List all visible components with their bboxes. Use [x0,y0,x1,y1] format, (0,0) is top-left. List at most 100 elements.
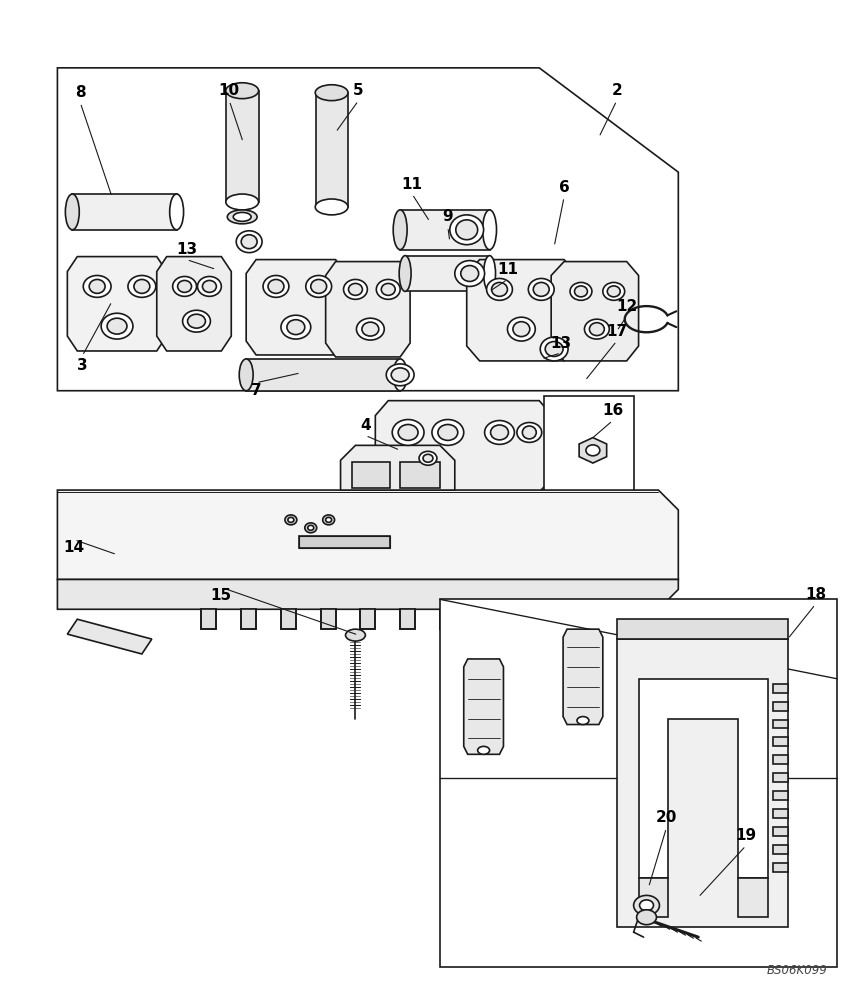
Ellipse shape [241,235,257,249]
Polygon shape [773,684,788,693]
Ellipse shape [83,275,111,297]
Ellipse shape [239,359,253,391]
Ellipse shape [391,368,409,382]
Polygon shape [281,609,296,629]
Text: BS06K099: BS06K099 [767,964,828,977]
Ellipse shape [198,276,221,296]
Polygon shape [376,401,552,492]
Polygon shape [400,462,440,488]
Ellipse shape [639,900,654,911]
Ellipse shape [237,231,262,253]
Polygon shape [563,629,603,725]
Ellipse shape [393,420,424,445]
Ellipse shape [528,278,554,300]
Text: 13: 13 [550,336,572,351]
Ellipse shape [304,523,316,533]
Text: 17: 17 [606,324,628,339]
Polygon shape [616,619,788,639]
Polygon shape [202,609,216,629]
Polygon shape [246,260,345,355]
Polygon shape [639,609,654,629]
Ellipse shape [577,717,589,725]
Polygon shape [480,609,494,629]
Polygon shape [773,720,788,728]
Ellipse shape [438,424,458,440]
Text: 4: 4 [360,418,371,433]
Ellipse shape [513,322,530,337]
Ellipse shape [393,359,407,391]
Text: 12: 12 [616,299,638,314]
Ellipse shape [356,318,384,340]
Polygon shape [440,609,455,629]
Polygon shape [773,791,788,800]
Ellipse shape [107,318,127,334]
Polygon shape [464,659,504,754]
Text: 13: 13 [176,242,197,257]
Ellipse shape [315,85,348,101]
Ellipse shape [310,279,326,293]
Ellipse shape [483,256,495,291]
Polygon shape [738,878,767,917]
Ellipse shape [226,194,259,210]
Text: 11: 11 [497,262,518,277]
Ellipse shape [182,310,210,332]
Ellipse shape [177,280,192,292]
Polygon shape [773,863,788,872]
Polygon shape [466,260,577,361]
Text: 10: 10 [219,83,240,98]
Ellipse shape [460,266,478,281]
Ellipse shape [545,342,563,356]
Ellipse shape [432,420,464,445]
Ellipse shape [377,279,400,299]
Polygon shape [326,262,410,357]
Ellipse shape [288,517,294,522]
Polygon shape [773,845,788,854]
Text: 3: 3 [77,358,87,373]
Ellipse shape [490,425,509,440]
Ellipse shape [187,314,205,328]
Ellipse shape [287,320,304,335]
Ellipse shape [233,212,251,221]
Ellipse shape [483,210,497,250]
Ellipse shape [349,283,362,295]
Ellipse shape [507,317,535,341]
Ellipse shape [399,424,418,440]
Polygon shape [360,609,376,629]
Polygon shape [773,755,788,764]
Text: 19: 19 [735,828,756,843]
Text: 14: 14 [64,540,85,555]
Ellipse shape [170,194,183,230]
Ellipse shape [455,261,484,286]
Polygon shape [353,462,390,488]
Polygon shape [616,639,788,927]
Polygon shape [67,257,167,351]
Polygon shape [241,609,256,629]
Ellipse shape [128,275,156,297]
Polygon shape [773,809,788,818]
Ellipse shape [268,279,284,293]
Ellipse shape [263,275,289,297]
Ellipse shape [323,515,335,525]
Ellipse shape [343,279,367,299]
Ellipse shape [637,910,656,925]
Polygon shape [639,878,668,917]
Ellipse shape [586,445,600,456]
Polygon shape [440,599,837,967]
Ellipse shape [362,322,379,336]
Ellipse shape [533,282,550,296]
Ellipse shape [386,364,414,386]
Text: 5: 5 [353,83,364,98]
Ellipse shape [419,451,437,465]
Ellipse shape [455,220,477,240]
Polygon shape [551,262,639,361]
Ellipse shape [584,319,609,339]
Ellipse shape [308,525,314,530]
Ellipse shape [603,282,625,300]
Ellipse shape [589,323,605,336]
Polygon shape [519,609,534,629]
Polygon shape [579,438,606,463]
Text: 2: 2 [611,83,622,98]
Bar [544,396,633,495]
Ellipse shape [517,423,542,442]
Ellipse shape [285,515,297,525]
